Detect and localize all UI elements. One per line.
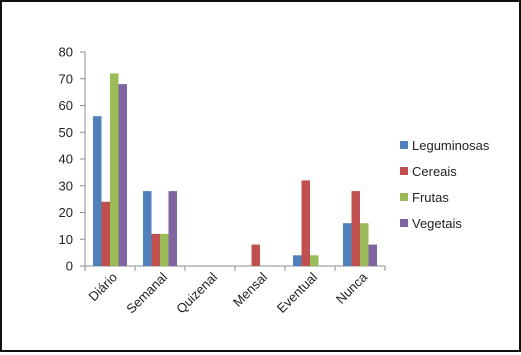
bar-frutas-diario — [110, 73, 119, 267]
chart-bars — [93, 73, 377, 267]
legend-label-frutas: Frutas — [412, 190, 449, 205]
x-tick-label-nunca: Nunca — [333, 269, 371, 307]
y-tick-label: 20 — [59, 205, 73, 220]
bar-cereais-diario — [101, 201, 110, 266]
y-tick-label: 70 — [59, 71, 73, 86]
legend-label-leguminosas: Leguminosas — [412, 138, 490, 153]
x-tick-label-semanal: Semanal — [123, 269, 170, 316]
bar-leguminosas-diario — [93, 116, 102, 266]
bar-vegetais-semanal — [168, 191, 177, 266]
y-tick-label: 50 — [59, 125, 73, 140]
y-tick-label: 10 — [59, 232, 73, 247]
bar-frutas-eventual — [310, 255, 319, 266]
legend-label-cereais: Cereais — [412, 164, 457, 179]
x-tick-label-mensal: Mensal — [230, 269, 270, 309]
y-tick-label: 0 — [66, 259, 73, 274]
bar-leguminosas-eventual — [293, 255, 302, 266]
bar-cereais-semanal — [151, 233, 160, 266]
chart-legend: Leguminosas Cereais Frutas Vegetais — [400, 138, 490, 231]
y-tick-label: 40 — [59, 152, 73, 167]
legend-swatch-vegetais — [400, 219, 408, 227]
bar-frutas-semanal — [160, 233, 169, 266]
bar-cereais-mensal — [251, 244, 260, 266]
bar-frutas-nunca — [360, 223, 369, 266]
bar-cereais-nunca — [351, 191, 360, 266]
bar-vegetais-nunca — [368, 244, 377, 266]
bar-leguminosas-nunca — [343, 223, 352, 266]
x-tick-label-diario: Diário — [85, 270, 120, 305]
bar-leguminosas-semanal — [143, 191, 152, 266]
x-tick-label-quizenal: Quizenal — [173, 269, 220, 316]
legend-label-vegetais: Vegetais — [412, 216, 462, 231]
y-tick-label: 80 — [59, 45, 73, 60]
x-axis-labels: Diário Semanal Quizenal Mensal Eventual Nunca — [85, 269, 370, 316]
legend-swatch-leguminosas — [400, 141, 408, 149]
y-tick-label: 60 — [59, 98, 73, 113]
bar-cereais-eventual — [301, 180, 310, 266]
chart-axes: 0 10 20 30 40 50 60 70 80 — [59, 45, 386, 274]
legend-swatch-frutas — [400, 193, 408, 201]
x-tick-label-eventual: Eventual — [274, 269, 320, 315]
bar-chart: 0 10 20 30 40 50 60 70 80 Diário Semanal Quizenal M… — [59, 45, 490, 317]
bar-vegetais-diario — [118, 84, 127, 266]
y-tick-label: 30 — [59, 178, 73, 193]
legend-swatch-cereais — [400, 167, 408, 175]
